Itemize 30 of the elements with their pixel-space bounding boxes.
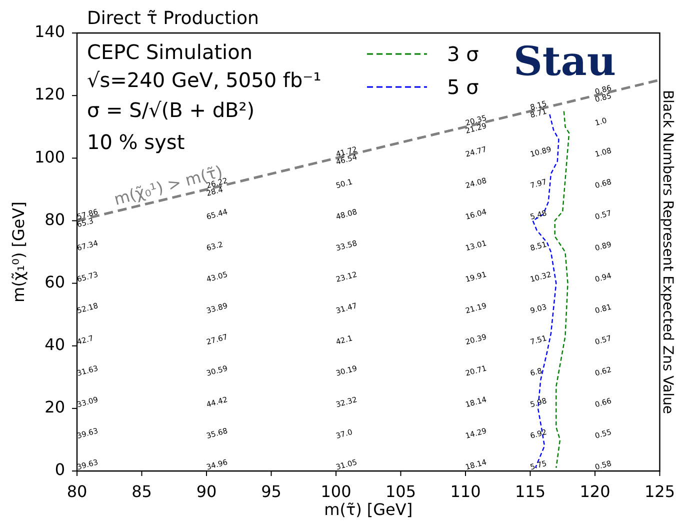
annotation: √s=240 GeV, 5050 fb⁻¹ [87, 68, 322, 92]
x-tick-label: 90 [196, 482, 217, 501]
annotation: CEPC Simulation [87, 40, 253, 64]
y2-axis-title: Black Numbers Represent Expected Zns Value [660, 90, 676, 414]
chart-title: Direct τ̃ Production [87, 8, 259, 29]
x-tick-label: 85 [132, 482, 152, 501]
annotation: 10 % syst [87, 130, 185, 154]
annotation: σ = S/√(B + dB²) [87, 98, 255, 122]
y-tick-label: 100 [34, 147, 65, 166]
line-series [554, 110, 570, 468]
x-tick-label: 115 [514, 482, 546, 501]
y-tick-label: 60 [44, 272, 65, 292]
y-tick-label: 0 [54, 460, 65, 480]
x-tick-label: 105 [385, 482, 416, 501]
x-axis-title: m(τ̃) [GeV] [324, 500, 413, 519]
y-tick-label: 40 [44, 335, 65, 354]
y-tick-label: 140 [34, 22, 65, 42]
x-tick-label: 120 [580, 482, 610, 501]
annotation: Stau [514, 38, 616, 85]
y-tick-label: 20 [44, 398, 65, 417]
y-tick-label: 80 [44, 210, 65, 229]
x-tick-label: 110 [450, 482, 481, 501]
x-tick-label: 125 [644, 482, 676, 501]
legend-label: 5 σ [447, 75, 480, 99]
legend-label: 3 σ [447, 42, 480, 66]
x-tick-label: 100 [320, 482, 352, 501]
x-tick-label: 80 [66, 482, 88, 501]
y-axis-title: m(χ̃₁⁰) [GeV] [9, 202, 28, 302]
y-tick-label: 120 [34, 84, 65, 104]
x-tick-label: 95 [261, 482, 282, 501]
